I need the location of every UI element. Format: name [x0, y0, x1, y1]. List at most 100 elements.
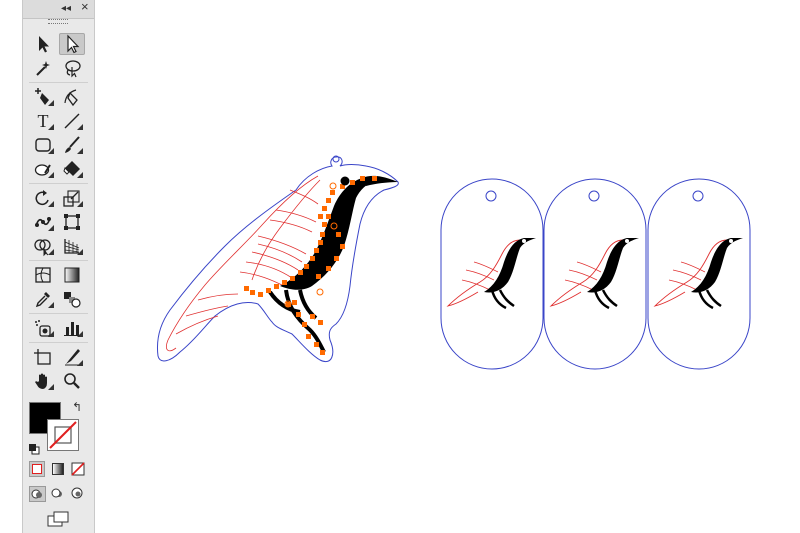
tag-hole: [692, 190, 704, 202]
collapse-panel-icon[interactable]: ◂◂: [61, 3, 72, 14]
screen-mode-icon: [47, 511, 69, 527]
separator: [29, 313, 88, 314]
free-transform-icon: [64, 214, 80, 230]
shaper-icon: [34, 164, 51, 176]
none-mode-icon: [71, 462, 85, 476]
separator: [29, 342, 88, 343]
pen-plus-icon: [35, 88, 49, 105]
shaper-tool[interactable]: [30, 158, 56, 180]
scale-icon: [63, 190, 80, 207]
zoom-tool[interactable]: [59, 370, 85, 392]
pen-tool[interactable]: [30, 86, 56, 108]
eraser-tool[interactable]: [59, 158, 85, 180]
gradient-icon: [64, 267, 80, 283]
draw-inside-button[interactable]: [70, 486, 87, 502]
keychain-tag-3[interactable]: [647, 178, 751, 370]
blend-icon: [64, 292, 81, 308]
blend-tool[interactable]: [59, 288, 85, 310]
arrow-filled-icon: [39, 36, 49, 53]
perspective-grid-tool[interactable]: [59, 235, 85, 257]
color-mode-button[interactable]: [29, 461, 45, 477]
mesh-tool[interactable]: [30, 264, 56, 286]
free-transform-tool[interactable]: [59, 211, 85, 233]
gradient-mode-button[interactable]: [50, 461, 66, 477]
shape-builder-tool[interactable]: [30, 235, 56, 257]
hand-icon: [35, 373, 47, 389]
bird-black-body: [280, 178, 376, 290]
curvature-pen-icon: [64, 89, 78, 107]
rotate-icon: [35, 190, 49, 206]
draw-behind-button[interactable]: [50, 486, 67, 502]
scale-tool[interactable]: [59, 187, 85, 209]
panel-grip[interactable]: [48, 19, 68, 24]
magic-wand-tool[interactable]: [30, 57, 56, 79]
zoom-icon: [64, 373, 80, 389]
artboard-icon: [34, 349, 51, 365]
mesh-icon: [35, 267, 51, 283]
eraser-icon: [63, 161, 80, 176]
gradient-tool[interactable]: [59, 264, 85, 286]
offset-outline-path: [157, 156, 399, 362]
slice-tool[interactable]: [59, 346, 85, 368]
draw-normal-button[interactable]: [29, 486, 46, 502]
tag-bird: [446, 238, 536, 310]
draw-behind-icon: [51, 488, 62, 498]
keychain-tag-1[interactable]: [440, 178, 544, 370]
magic-wand-icon: [36, 61, 50, 76]
tag-outline: [543, 178, 647, 370]
artboard-tool[interactable]: [30, 346, 56, 368]
swap-fill-stroke-icon[interactable]: ↰: [72, 400, 83, 414]
keychain-tag-2[interactable]: [543, 178, 647, 370]
artboard-canvas[interactable]: [94, 0, 800, 533]
lasso-tool[interactable]: [59, 57, 85, 79]
separator: [29, 260, 88, 261]
tag-hole: [588, 190, 600, 202]
brush-icon: [65, 136, 80, 153]
symbol-sprayer-icon: [35, 320, 51, 337]
tag-hole: [485, 190, 497, 202]
bird-linework: [166, 175, 321, 352]
selected-bird-artwork[interactable]: [157, 155, 399, 362]
puppet-warp-tool[interactable]: [30, 211, 56, 233]
perspective-grid-icon: [64, 239, 80, 254]
draw-normal-icon: [31, 489, 42, 499]
no-stroke-icon: [49, 421, 77, 449]
direct-selection-tool[interactable]: [59, 33, 85, 55]
none-mode-button[interactable]: [70, 461, 86, 477]
line-segment-tool[interactable]: [59, 110, 85, 132]
bird-eye: [340, 176, 350, 186]
rotate-tool[interactable]: [30, 187, 56, 209]
shape-builder-icon: [34, 239, 51, 257]
selection-tool[interactable]: [30, 33, 56, 55]
rectangle-tool[interactable]: [30, 134, 56, 156]
color-mode-icon: [32, 464, 42, 474]
eyedropper-tool[interactable]: [30, 288, 56, 310]
hang-hole: [332, 155, 340, 163]
close-panel-icon[interactable]: ×: [81, 0, 89, 14]
tools-panel: ◂◂ × T: [22, 0, 95, 533]
hand-tool[interactable]: [30, 370, 56, 392]
screen-mode-button[interactable]: [45, 511, 71, 527]
bezier-handles: [284, 182, 338, 308]
separator: [29, 183, 88, 184]
column-graph-tool[interactable]: [59, 317, 85, 339]
bird-beak: [362, 175, 398, 186]
anchor-points: [244, 176, 377, 355]
eyedropper-icon: [35, 292, 50, 308]
rounded-rectangle-icon: [35, 138, 51, 152]
tag-bird: [549, 238, 639, 310]
tag-outline: [440, 178, 544, 370]
tools-panel-header[interactable]: ◂◂ ×: [23, 0, 94, 19]
tag-outline: [647, 178, 751, 370]
curvature-tool[interactable]: [59, 86, 85, 108]
slice-icon: [65, 349, 80, 366]
symbol-sprayer-tool[interactable]: [30, 317, 56, 339]
type-tool[interactable]: T: [30, 110, 56, 132]
stroke-swatch[interactable]: [47, 419, 79, 451]
paintbrush-tool[interactable]: [59, 134, 85, 156]
gradient-mode-icon: [52, 463, 64, 475]
default-fill-stroke-icon[interactable]: [29, 442, 40, 455]
tag-bird: [653, 238, 743, 310]
line-icon: [64, 113, 80, 129]
type-icon: T: [37, 111, 49, 131]
